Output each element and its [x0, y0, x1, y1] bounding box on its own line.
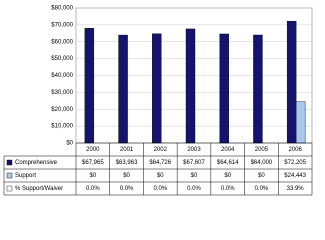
y-tick-label: $80,000	[51, 6, 73, 12]
legend-key	[6, 185, 13, 192]
x-tick-label: 2004	[221, 147, 235, 153]
y-tick-label: $60,000	[51, 39, 73, 45]
table-value: $0	[258, 173, 265, 179]
bar	[118, 34, 128, 144]
table-value: 0.0%	[120, 186, 134, 192]
legend-key	[6, 172, 13, 179]
table-value: 0.0%	[255, 186, 269, 192]
table-value: $64,614	[217, 160, 239, 166]
bar	[219, 33, 229, 144]
table-value: 0.0%	[86, 186, 100, 192]
bar	[84, 28, 95, 144]
table-value: $67,607	[183, 160, 205, 166]
table-value: $0	[157, 173, 164, 179]
table-value: $67,965	[82, 160, 104, 166]
legend-label: Comprehensive	[15, 160, 58, 166]
x-tick-label: 2005	[255, 147, 269, 153]
y-tick-label: $10,000	[51, 124, 73, 130]
table-value: $24,443	[284, 173, 306, 179]
table-value: $64,726	[149, 160, 171, 166]
x-tick-label: 2002	[154, 147, 168, 153]
table-value: 33.9%	[287, 186, 305, 192]
bar	[295, 101, 306, 144]
bar	[152, 33, 162, 144]
bar	[185, 28, 196, 144]
table-value: $0	[123, 173, 130, 179]
legend-key	[6, 159, 13, 166]
y-tick-label: $0	[66, 141, 73, 147]
table-value: 0.0%	[221, 186, 235, 192]
table-value: $0	[191, 173, 198, 179]
x-tick-label: 2000	[86, 147, 100, 153]
table-value: $63,963	[116, 160, 138, 166]
table-value: $64,000	[251, 160, 273, 166]
x-tick-label: 2006	[288, 147, 302, 153]
x-tick-label: 2003	[187, 147, 201, 153]
legend-label: % Support/Waiver	[15, 186, 63, 192]
table-value: $0	[90, 173, 97, 179]
table-value: $0	[224, 173, 231, 179]
table-value: 0.0%	[187, 186, 201, 192]
legend-label: Support	[15, 173, 36, 179]
y-tick-label: $40,000	[51, 73, 73, 79]
bar	[286, 20, 297, 144]
y-tick-label: $70,000	[51, 22, 73, 28]
bar	[253, 34, 263, 144]
x-tick-label: 2001	[120, 147, 134, 153]
chart: $0 $10,000 $20,000 $30,000 $40,000 $50,000 $60…	[3, 6, 313, 196]
table-value: $72,205	[284, 160, 306, 166]
y-tick-label: $20,000	[51, 107, 73, 113]
table-value: 0.0%	[153, 186, 167, 192]
y-tick-label: $30,000	[51, 90, 73, 96]
y-tick-label: $50,000	[51, 56, 73, 62]
